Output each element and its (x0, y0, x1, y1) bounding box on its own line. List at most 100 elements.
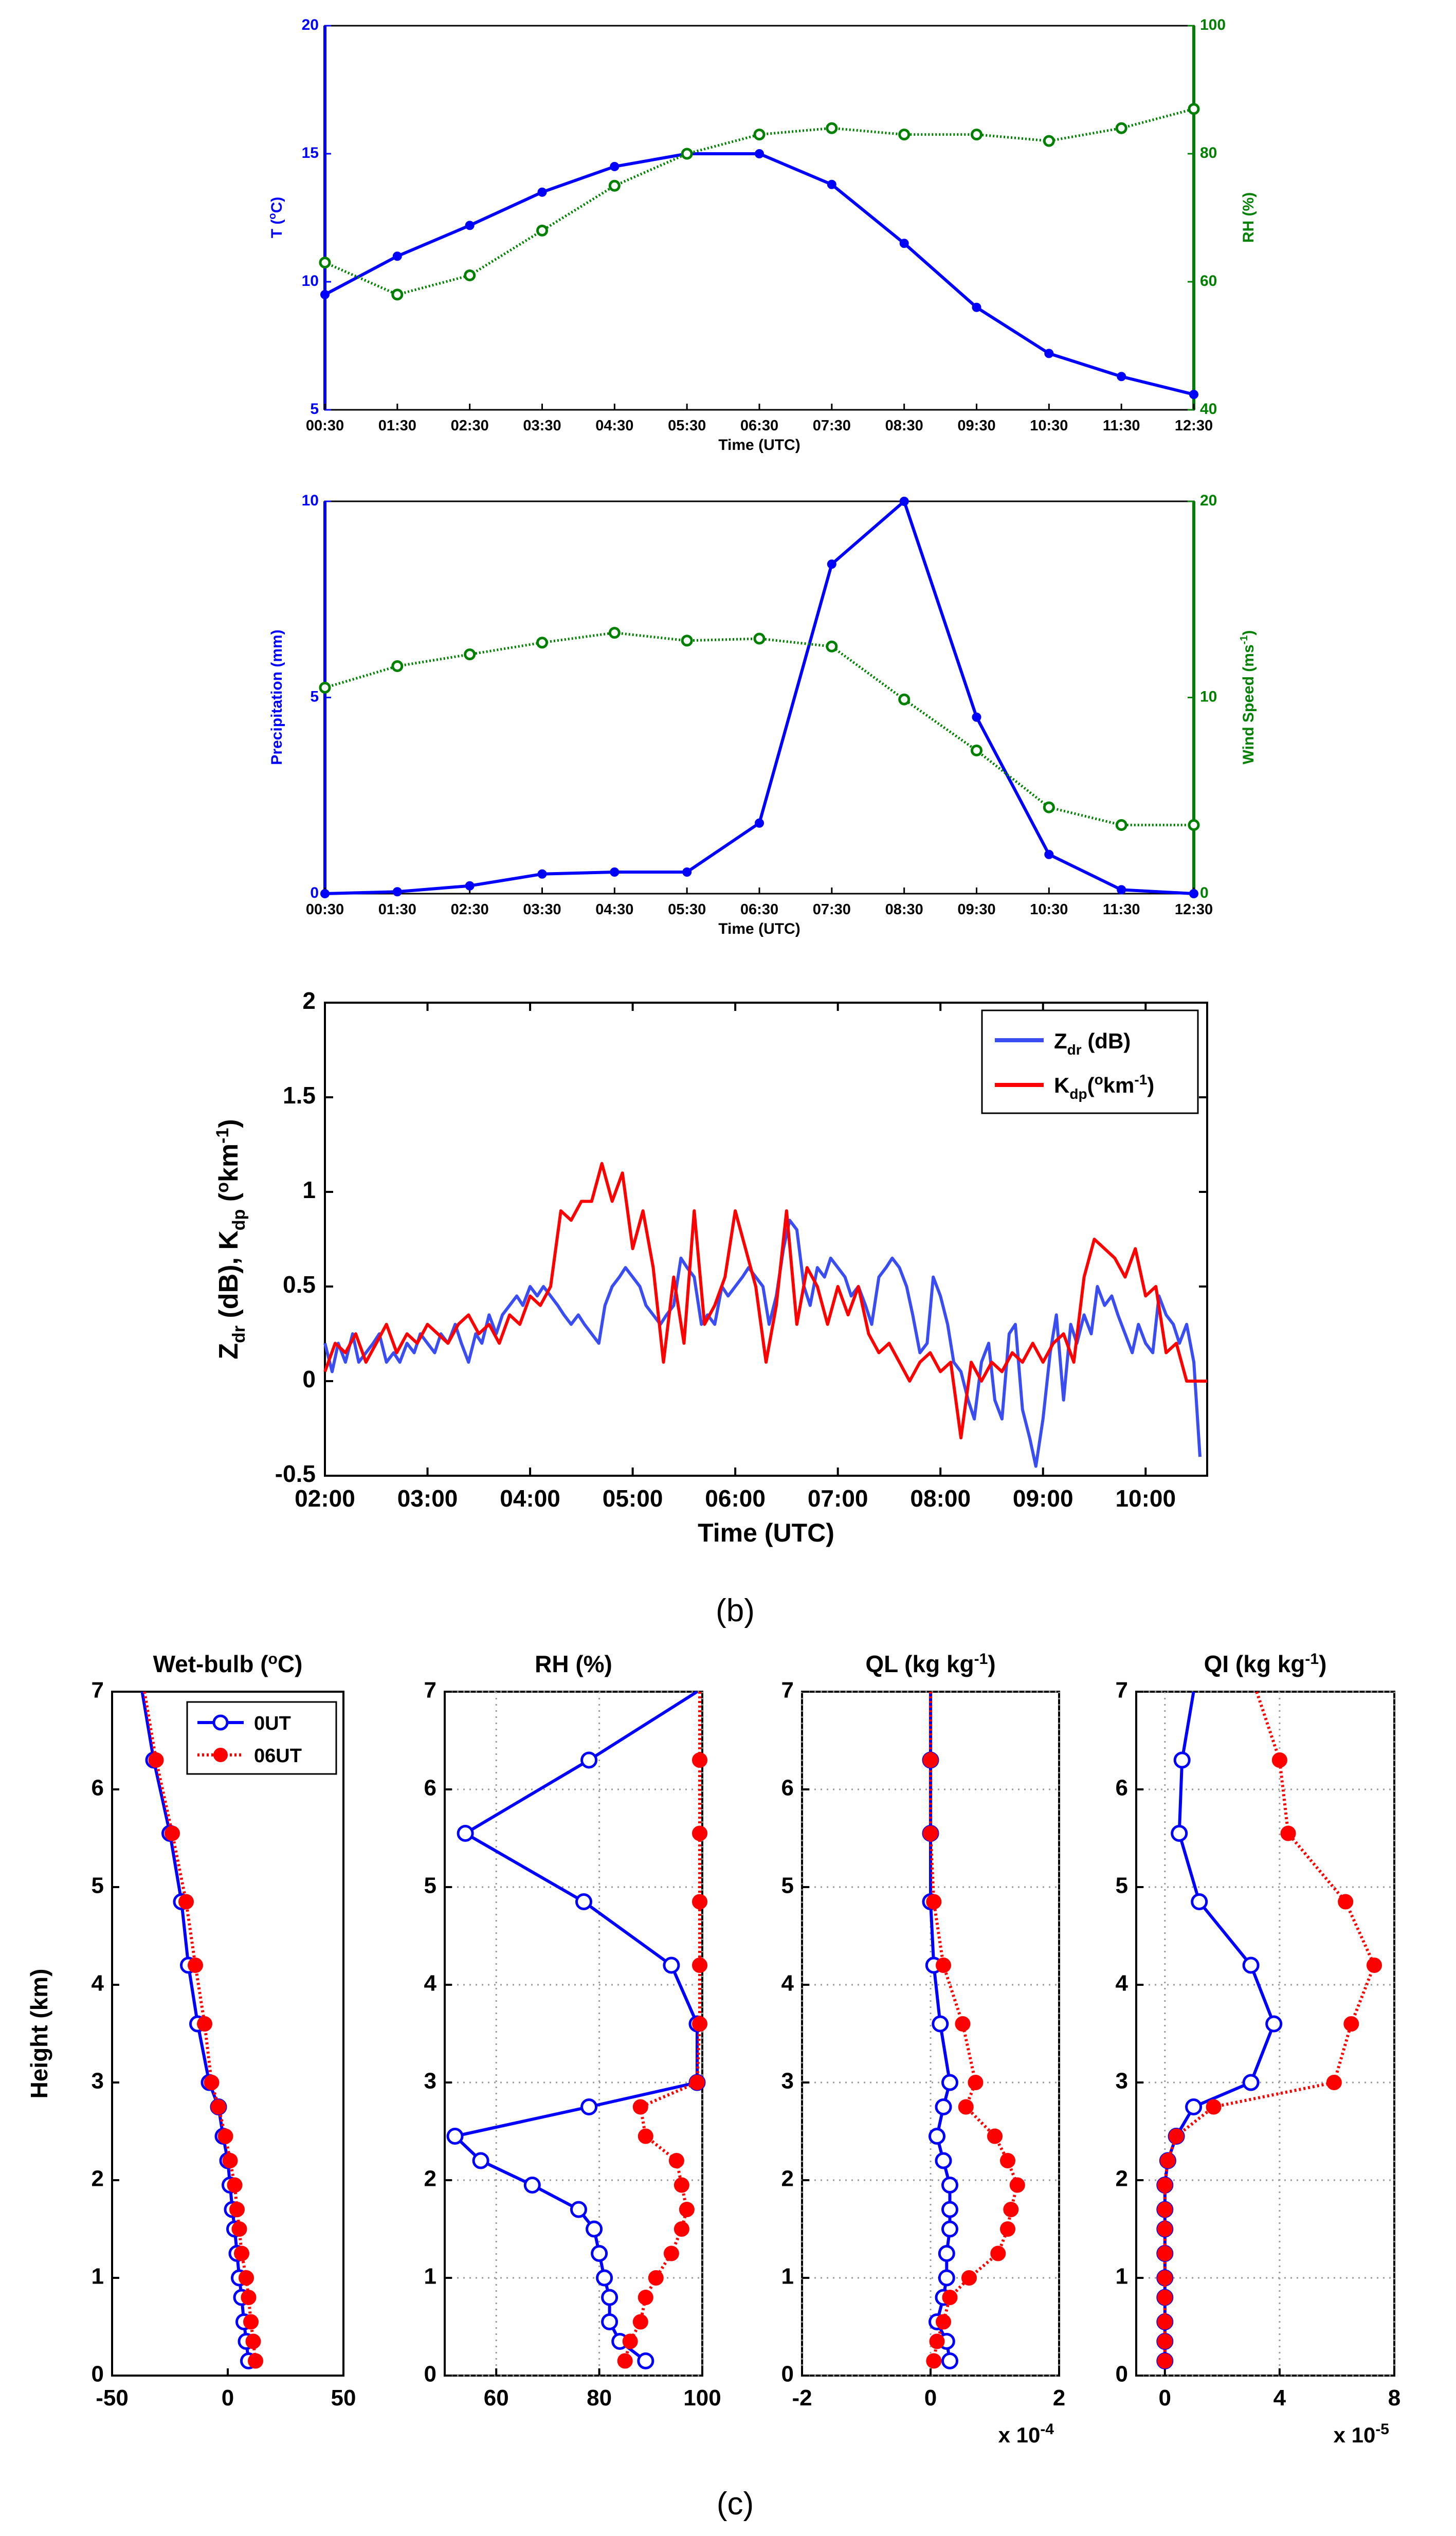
y-tick-label: 2 (302, 987, 316, 1014)
y-tick-label: 0 (302, 1366, 316, 1392)
data-point-06ut (689, 2075, 705, 2090)
x-tick-label: 08:00 (910, 1485, 971, 1512)
data-point-06ut (1367, 1958, 1382, 1973)
y-tick-label: 7 (781, 1678, 794, 1703)
data-point-06ut (165, 1825, 180, 1841)
data-point-06ut (1000, 2153, 1015, 2168)
x-tick-label: 05:30 (668, 418, 706, 434)
data-point-06ut (239, 2270, 254, 2286)
series-line-kdp (323, 1162, 1207, 1440)
data-point-0ut (929, 2128, 945, 2145)
data-point-0ut (580, 2098, 598, 2115)
data-point-06ut (1003, 2202, 1019, 2217)
data-point-0ut (570, 2201, 587, 2218)
y-right-tick-label: 0 (1200, 884, 1209, 901)
x-tick-label: 03:30 (523, 418, 561, 434)
data-point-0ut (596, 2269, 613, 2287)
series-line-zdr (323, 1219, 1202, 1468)
x-tick-label: 04:00 (500, 1485, 560, 1512)
y-tick-label: 2 (424, 2166, 436, 2191)
data-point-t (392, 251, 402, 261)
data-point-06ut (942, 2290, 958, 2305)
x-tick-label: 12:30 (1175, 418, 1213, 434)
data-point-06ut (1338, 1894, 1354, 1910)
data-point-wind-speed (1043, 801, 1055, 813)
data-point-06ut (1280, 1825, 1296, 1841)
data-point-0ut (1185, 2098, 1203, 2115)
x-axis-label: Time (UTC) (718, 437, 800, 454)
x-tick-label: 10:00 (1115, 1485, 1176, 1512)
series-line-t (324, 152, 1194, 396)
data-point-06ut (936, 2314, 951, 2330)
y-right-tick-label: 20 (1200, 492, 1217, 509)
plot-frame (324, 500, 1195, 895)
data-point-06ut (668, 2153, 684, 2168)
y-tick-label: 0 (424, 2362, 436, 2387)
x-tick-label: 01:30 (378, 418, 416, 434)
x-tick-label: 03:30 (523, 901, 561, 918)
data-point-06ut (936, 1958, 951, 1973)
data-point-precipitation (1189, 889, 1198, 898)
x-tick-label: 0 (1159, 2385, 1171, 2411)
y-tick-label: 2 (1116, 2166, 1128, 2191)
x-tick-label: 06:30 (740, 418, 778, 434)
x-tick-label: 07:30 (813, 418, 851, 434)
data-point-0ut (601, 2313, 618, 2330)
data-point-06ut (243, 2314, 259, 2330)
legend-marker-0ut (212, 1714, 229, 1731)
data-point-precipitation (537, 869, 547, 879)
data-point-precipitation (899, 497, 909, 506)
data-point-06ut (1157, 2290, 1173, 2305)
data-point-wind-speed (536, 637, 548, 649)
x-tick-label: 03:00 (397, 1485, 458, 1512)
data-point-06ut (638, 2290, 653, 2305)
y-tick-label: 5 (92, 1873, 104, 1898)
data-point-06ut (955, 2016, 971, 2032)
data-point-t (465, 221, 475, 230)
y-axis-label: Height (km) (26, 1969, 52, 2099)
data-point-0ut (601, 2289, 618, 2306)
data-point-06ut (1157, 2245, 1173, 2261)
data-point-t (537, 187, 547, 197)
data-point-wind-speed (826, 640, 838, 653)
data-point-0ut (941, 2074, 958, 2091)
data-point-06ut (234, 2245, 249, 2261)
data-point-06ut (1157, 2314, 1173, 2330)
y-tick-label: 0 (92, 2362, 104, 2387)
y-tick-label: 1 (302, 1176, 316, 1203)
data-point-06ut (1009, 2177, 1025, 2193)
data-point-rh (319, 257, 331, 269)
data-point-rh (753, 129, 766, 141)
data-point-06ut (227, 2177, 243, 2193)
data-point-06ut (622, 2333, 638, 2349)
y-tick-label: 4 (1116, 1971, 1129, 1996)
data-point-t (320, 289, 330, 299)
y-tick-label: 2 (781, 2166, 794, 2191)
y-left-tick-label: 5 (310, 401, 319, 418)
data-point-06ut (211, 2099, 226, 2115)
data-point-wind-speed (1115, 819, 1127, 831)
data-point-06ut (217, 2128, 233, 2144)
y-tick-label: 0 (1116, 2362, 1128, 2387)
subplot-title: RH (%) (535, 1651, 612, 1677)
data-point-0ut (941, 2201, 958, 2218)
legend-label-06ut: 06UT (254, 1745, 302, 1767)
data-point-precipitation (610, 867, 620, 877)
x-tick-label: 09:00 (1013, 1485, 1073, 1512)
data-point-06ut (617, 2353, 633, 2369)
x-tick-label: 08:30 (885, 418, 923, 434)
data-point-t (1044, 349, 1054, 358)
data-point-06ut (648, 2270, 664, 2286)
data-point-06ut (692, 1958, 707, 1973)
legend-label-0ut: 0UT (254, 1713, 291, 1734)
data-point-wind-speed (898, 693, 911, 705)
x-tick-label: -2 (792, 2385, 812, 2411)
axis-exponent-label: x 10-4 (998, 2421, 1054, 2447)
data-point-06ut (1157, 2177, 1173, 2193)
subplot-title: QI (kg kg-1) (1204, 1651, 1327, 1677)
data-point-rh (391, 288, 404, 301)
data-point-0ut (1173, 1751, 1191, 1769)
x-tick-label: 09:30 (957, 418, 995, 434)
